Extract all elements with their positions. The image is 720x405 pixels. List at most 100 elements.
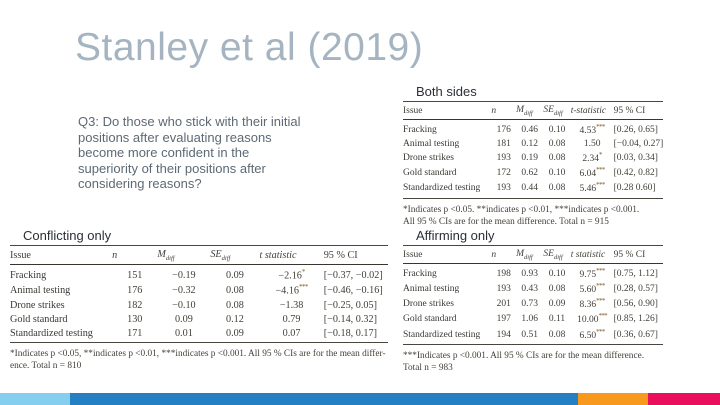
table-row: Animal testing 176 −0.32 0.08 −4.16*** [−0.46… [10, 282, 388, 297]
cell-m: −0.19 [172, 269, 196, 281]
cell-ci: [0.42, 0.82] [613, 168, 658, 179]
cell-t: 10.00*** [577, 313, 608, 326]
cell-ci: [−0.18, 0.17] [323, 325, 388, 343]
cell-m: 0.51 [516, 326, 544, 345]
table-row: Fracking 198 0.93 0.10 9.75*** [0.75, 1.12] [403, 263, 663, 281]
bottom-bar-segment-blue [70, 393, 578, 405]
col-header-ci: 95 % CI [613, 245, 663, 264]
table-row: Drone strikes 193 0.19 0.08 2.34* [0.03, 0.34… [403, 150, 663, 165]
table-row: Fracking 176 0.46 0.10 4.53*** [0.26, 0.65] [403, 119, 663, 137]
data-table-affirming-only: Issue n Mdiff SEdiff t statistic 95 % CI Frack… [403, 245, 663, 345]
cell-m: 0.12 [521, 139, 539, 150]
cell-se: 0.09 [548, 299, 566, 310]
col-header-n: n [491, 245, 517, 264]
data-table-both-sides: Issue n Mdiff SEdiff t-statistic 95 % CI Frack… [403, 101, 663, 199]
cell-m: 0.44 [516, 180, 544, 199]
cell-n: 176 [496, 124, 511, 135]
footnote-line: ence. Total n = 810 [10, 360, 82, 371]
cell-n: 130 [127, 313, 143, 325]
col-header-t: t statistic [570, 245, 614, 264]
cell-se: 0.10 [548, 124, 566, 135]
col-header-issue: Issue [403, 101, 492, 120]
cell-m: 0.93 [521, 268, 539, 279]
cell-m: −0.10 [172, 299, 196, 311]
col-header-m: Mdiff [157, 245, 211, 266]
cell-issue: Animal testing [403, 284, 460, 295]
cell-t: 6.04*** [579, 167, 605, 180]
col-header-t: t statistic [259, 245, 324, 266]
cell-issue: Drone strikes [403, 299, 454, 310]
cell-t: 1.50 [583, 139, 601, 150]
footnote-line: Total n = 983 [403, 362, 453, 373]
cell-ci: [−0.14, 0.32] [323, 313, 377, 325]
table-row: Drone strikes 201 0.73 0.09 8.36*** [0.56, 0.… [403, 296, 663, 311]
cell-ci: [0.75, 1.12] [613, 268, 658, 279]
footnote-line: ***Indicates p <0.001. All 95 % CIs are … [403, 350, 645, 361]
cell-se: 0.11 [548, 314, 566, 325]
bottom-accent-bar [0, 393, 720, 405]
cell-m: 0.01 [157, 325, 211, 343]
cell-se: 0.08 [225, 299, 244, 311]
table-block-conflicting-only: Conflicting only Issue n Mdiff SEdiff t stat… [10, 228, 388, 372]
cell-se: 0.08 [548, 284, 566, 295]
cell-t: 9.75*** [579, 267, 605, 281]
cell-issue: Fracking [403, 268, 437, 279]
cell-se: 0.12 [225, 313, 244, 325]
cell-n: 171 [112, 325, 158, 343]
table-header-row: Issue n Mdiff SEdiff t statistic 95 % CI [403, 245, 663, 264]
table-row: Animal testing 181 0.12 0.08 1.50 [−0.04, 0.2… [403, 137, 663, 150]
table-header-row: Issue n Mdiff SEdiff t statistic 95 % CI [10, 245, 388, 266]
cell-t: 8.36*** [579, 298, 605, 311]
table-row: Gold standard 130 0.09 0.12 0.79 [−0.14, 0.32… [10, 312, 388, 326]
cell-se: 0.08 [548, 153, 566, 164]
cell-n: 198 [496, 268, 511, 279]
cell-ci: [0.56, 0.90] [613, 299, 658, 310]
bottom-bar-segment-orange [578, 393, 648, 405]
table-block-both-sides: Both sides Issue n Mdiff SEdiff t-statistic 9… [403, 84, 663, 228]
cell-issue: Standardized testing [403, 180, 492, 199]
col-header-t: t-statistic [570, 101, 614, 120]
cell-se: 0.08 [543, 326, 571, 345]
cell-n: 194 [491, 326, 517, 345]
cell-issue: Standardized testing [10, 325, 113, 343]
col-header-issue: Issue [10, 245, 113, 266]
cell-n: 151 [127, 269, 143, 281]
cell-n: 197 [496, 314, 511, 325]
table-label-conflicting-only: Conflicting only [23, 228, 112, 243]
cell-se: 0.08 [225, 285, 244, 297]
cell-n: 193 [496, 284, 511, 295]
slide-title: Stanley et al (2019) [75, 26, 424, 69]
cell-t: −1.38 [279, 299, 304, 311]
col-header-m: Mdiff [516, 245, 544, 264]
table-row: Gold standard 172 0.62 0.10 6.04*** [0.42, 0.… [403, 165, 663, 180]
table-row: Gold standard 197 1.06 0.11 10.00*** [0.85, 1… [403, 311, 663, 326]
table-label-affirming-only: Affirming only [416, 228, 495, 243]
cell-issue: Drone strikes [10, 299, 65, 311]
cell-t: 6.50*** [570, 326, 614, 345]
table-row: Fracking 151 −0.19 0.09 −2.16* [−0.37, −0.02] [10, 265, 388, 283]
table-label-both-sides: Both sides [416, 84, 477, 99]
cell-n: 182 [127, 299, 143, 311]
cell-n: 181 [496, 139, 511, 150]
table-row: Standardized testing 193 0.44 0.08 5.46*** [0… [403, 180, 663, 199]
cell-n: 176 [127, 285, 143, 297]
cell-issue: Animal testing [403, 139, 460, 150]
col-header-ci: 95 % CI [613, 101, 663, 120]
col-header-m: Mdiff [516, 101, 544, 120]
cell-ci: [−0.37, −0.02] [323, 269, 383, 281]
bottom-bar-segment-red [648, 393, 720, 405]
table-row: Standardized testing 194 0.51 0.08 6.50*** [0… [403, 326, 663, 345]
cell-issue: Fracking [10, 269, 47, 281]
table-row: Drone strikes 182 −0.10 0.08 −1.38 [−0.25, 0.… [10, 298, 388, 312]
col-header-se: SEdiff [543, 245, 571, 264]
question-text: Q3: Do those who stick with their initia… [78, 114, 301, 191]
cell-n: 193 [491, 180, 517, 199]
cell-ci: [0.36, 0.67] [613, 326, 663, 345]
data-table-conflicting-only: Issue n Mdiff SEdiff t statistic 95 % CI Frack… [10, 245, 388, 343]
cell-se: 0.10 [548, 268, 566, 279]
cell-m: 0.19 [521, 153, 539, 164]
cell-ci: [−0.46, −0.16] [323, 285, 383, 297]
cell-ci: [0.03, 0.34] [613, 153, 658, 164]
cell-issue: Standardized testing [403, 326, 492, 345]
footnote-both-sides: *Indicates p <0.05. **indicates p <0.01,… [403, 204, 663, 228]
